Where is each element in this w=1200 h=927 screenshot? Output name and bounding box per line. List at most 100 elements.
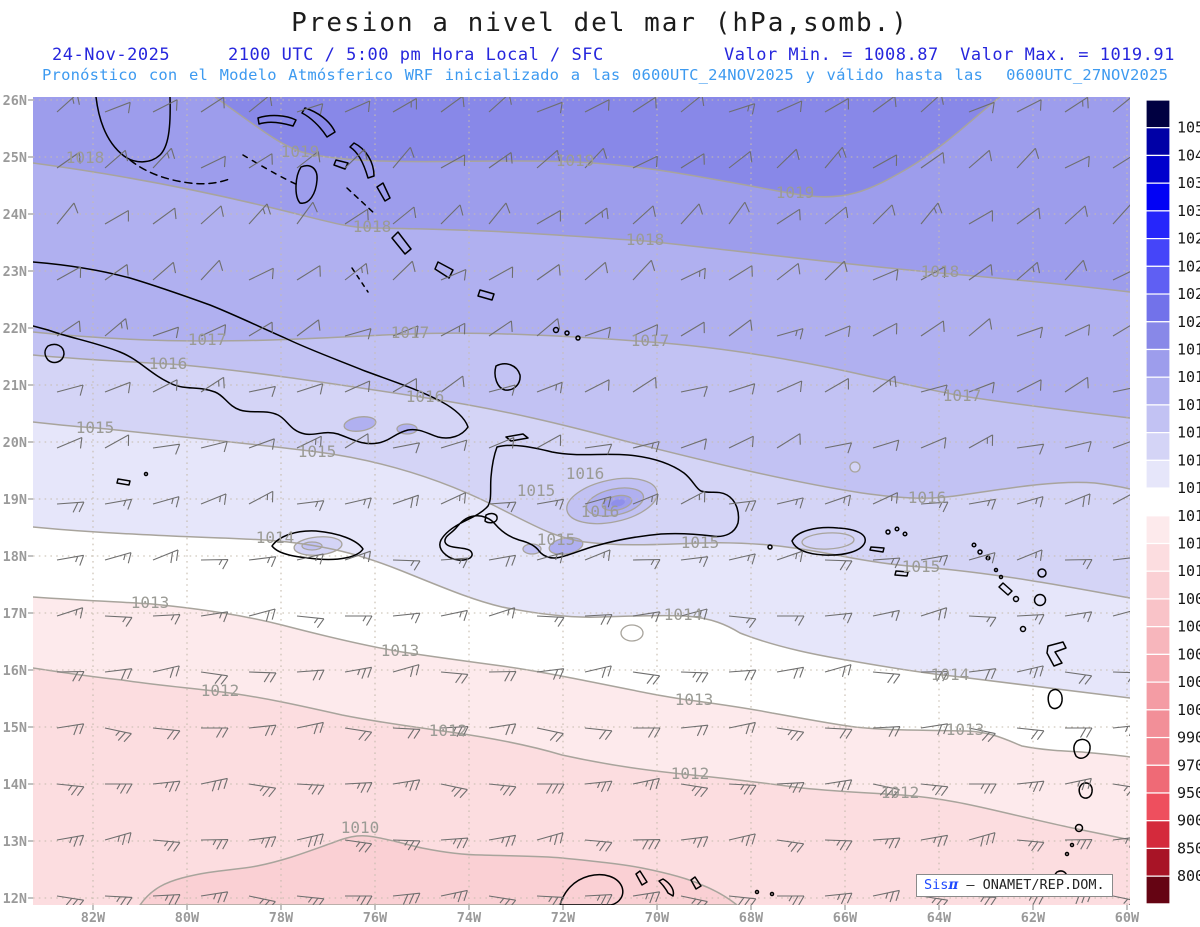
wind-barb [440,268,467,281]
wind-barb [776,148,800,169]
colorbar-cell [1145,459,1171,489]
wind-barb [728,201,750,225]
isobar-value-label: 1013 [675,690,714,709]
colorbar-cell [1145,238,1171,267]
wind-barb [344,328,372,340]
wind-barb [440,439,468,451]
wind-barb [536,210,561,225]
isobar-value-label: 1016 [566,464,605,483]
coast-crooked [434,261,454,279]
isobar-value-label: 1015 [537,530,576,549]
wind-barb [1016,207,1041,225]
isobar-value-label: 1018 [626,230,665,249]
wind-barb [1064,155,1090,169]
colorbar-value-label: 1020 [1177,313,1200,331]
pressure-band-0 [215,97,1000,197]
wind-barb [728,383,756,395]
wind-barb [344,433,369,449]
wind-barb [56,501,85,513]
wind-barb [680,153,705,169]
colorbar-value-label: 1040 [1177,146,1200,164]
wind-barb [968,101,995,114]
coast-saba [993,567,999,573]
wind-barb [776,727,805,742]
wind-barb [920,723,949,736]
isobar-value-label: 1017 [631,331,670,350]
wind-barb [632,97,657,113]
wind-barb [872,726,901,737]
coast-long-island [391,231,412,255]
wind-barb [776,839,805,853]
wind-barb [104,668,133,680]
coast-turks-2 [575,335,581,341]
wind-barb [1064,611,1093,623]
colorbar-cell [1145,154,1171,184]
colorbar-cell [1145,792,1171,822]
wind-barb [488,783,517,797]
lon-tick-label: 60W [1115,910,1140,926]
wind-barb [872,375,897,393]
wind-barb [728,895,757,905]
colorbar-value-label: 1018 [1177,368,1200,386]
isobar-line-8 [139,835,739,905]
colorbar-value-label: 1012 [1177,535,1200,553]
wind-barb [1016,261,1041,281]
wind-barb [296,553,324,565]
wind-barb [440,609,468,621]
wind-barb [1112,837,1130,848]
wind-barb [56,436,83,449]
isobar-value-label: 1017 [943,386,982,405]
wind-barb [968,149,993,169]
isobar-value-label: 1016 [149,354,188,373]
wind-barb [152,207,177,225]
wind-barb [440,97,465,113]
wind-barb [536,264,561,281]
wind-barb [200,259,224,281]
wind-barb [968,615,997,627]
wind-barb [248,203,272,225]
wind-barb [536,668,565,680]
wind-barb [872,783,900,799]
wind-barb [392,325,419,337]
wind-barb [296,103,324,115]
wind-barb [248,321,273,337]
wind-barb [824,664,852,678]
wind-barb [104,832,132,846]
wind-barb [872,97,897,113]
coast-st-vincent [1074,823,1084,833]
wind-barb [680,203,704,225]
lat-tick-label: 12N [3,891,27,907]
colorbar-cell [1145,515,1171,545]
colorbar-value-label: 1002 [1177,673,1200,691]
wind-barb [152,839,181,852]
wind-barb [1112,610,1130,617]
minmax-values-label: Valor Min. = 1008.87 Valor Max. = 1019.9… [724,45,1175,65]
wind-barb [296,201,318,225]
wind-barb [344,666,373,679]
wind-barb [296,783,325,795]
wind-barb [344,262,369,281]
wind-barb [968,381,995,394]
lat-tick-label: 21N [3,378,27,394]
wind-barb [392,559,421,571]
wind-barb [56,320,81,337]
wind-barb [968,727,996,743]
wind-barb [1064,324,1091,337]
wind-barb [680,556,709,568]
wind-barb [968,264,993,281]
wind-barb [200,376,225,393]
wind-barb [440,783,468,799]
wind-barb [1112,494,1130,505]
wind-barb [968,318,993,337]
coast-abaco [301,107,336,138]
wind-barb [824,892,853,905]
wind-barb [776,497,804,509]
wind-barb [680,385,708,397]
wind-barb [440,154,466,169]
coast-paraguana [559,873,624,905]
wind-barb [584,379,610,393]
wind-barb [488,152,513,169]
wind-barb [488,384,516,396]
wind-barb [296,895,325,905]
wind-barb [584,326,612,339]
